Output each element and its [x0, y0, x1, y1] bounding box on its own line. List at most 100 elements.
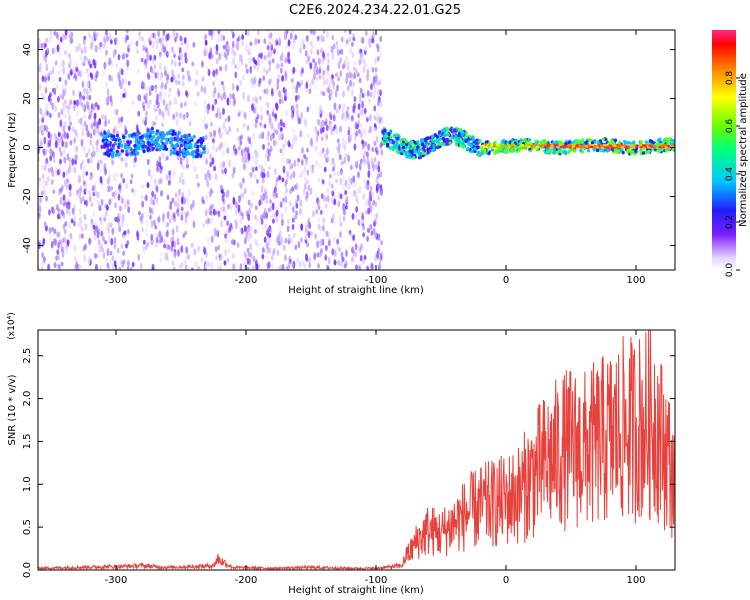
band-cell: [449, 127, 453, 132]
noise-cell: [113, 237, 117, 244]
band-core-cell: [618, 143, 622, 147]
noise-cell: [263, 123, 267, 129]
band-cell: [186, 139, 190, 143]
noise-cell: [228, 126, 232, 133]
noise-cell: [333, 198, 337, 206]
noise-cell: [262, 212, 266, 220]
noise-cell: [46, 176, 50, 183]
band-cell: [464, 135, 469, 139]
noise-cell: [161, 122, 165, 128]
noise-cell: [221, 149, 225, 157]
noise-cell: [302, 43, 306, 50]
noise-cell: [43, 256, 46, 263]
noise-cell: [297, 241, 301, 249]
noise-cell: [366, 152, 370, 160]
noise-cell: [317, 223, 321, 230]
noise-cell: [377, 265, 381, 270]
noise-cell: [297, 94, 301, 100]
band-cell: [196, 144, 200, 149]
noise-cell: [148, 99, 152, 105]
noise-cell: [48, 139, 52, 148]
noise-cell: [290, 237, 294, 244]
noise-cell: [168, 170, 172, 176]
band-core-cell: [581, 145, 585, 148]
band-cell: [128, 140, 133, 144]
noise-cell: [256, 66, 259, 73]
band-cell: [177, 131, 181, 135]
noise-cell: [273, 167, 277, 175]
noise-cell: [339, 193, 343, 200]
noise-cell: [332, 114, 336, 122]
noise-cell: [371, 165, 375, 173]
noise-cell: [126, 229, 130, 234]
noise-cell: [113, 37, 117, 46]
noise-cell: [256, 217, 259, 223]
noise-cell: [327, 267, 331, 270]
noise-cell: [71, 207, 75, 215]
noise-cell: [174, 192, 178, 198]
noise-cell: [83, 124, 86, 131]
band-core-cell: [543, 143, 548, 147]
noise-cell: [104, 239, 107, 245]
band-core-cell: [671, 144, 675, 147]
noise-cell: [359, 48, 363, 54]
noise-cell: [72, 67, 76, 73]
noise-cell: [212, 80, 216, 87]
band-cell: [448, 141, 452, 145]
noise-cell: [225, 41, 229, 47]
noise-cell: [330, 160, 333, 166]
noise-cell: [165, 174, 169, 181]
noise-cell: [141, 183, 144, 189]
noise-cell: [38, 125, 42, 134]
noise-cell: [141, 101, 145, 109]
noise-cell: [210, 53, 214, 59]
noise-cell: [294, 34, 298, 40]
noise-cell: [118, 184, 121, 190]
noise-cell: [155, 196, 159, 205]
noise-cell: [193, 165, 197, 172]
noise-cell: [217, 212, 221, 218]
noise-cell: [152, 199, 156, 206]
noise-cell: [180, 211, 184, 218]
noise-cell: [254, 151, 258, 159]
noise-cell: [102, 236, 105, 242]
noise-cell: [321, 149, 325, 155]
noise-cell: [325, 158, 329, 164]
noise-cell: [273, 128, 277, 134]
band-cell: [391, 140, 396, 144]
noise-cell: [247, 48, 251, 55]
band-cell: [410, 141, 414, 145]
y-tick-label: 2.0: [22, 391, 33, 407]
noise-cell: [144, 99, 148, 104]
noise-cell: [334, 89, 338, 98]
band-core-cell: [558, 143, 562, 147]
noise-cell: [249, 65, 253, 74]
noise-cell: [359, 254, 363, 262]
noise-cell: [243, 250, 247, 258]
noise-cell: [111, 227, 115, 235]
band-cell: [545, 147, 549, 152]
noise-cell: [310, 30, 314, 35]
noise-cell: [82, 165, 86, 173]
noise-cell: [335, 108, 339, 114]
noise-cell: [42, 237, 46, 245]
noise-cell: [103, 213, 106, 219]
noise-cell: [203, 34, 207, 41]
noise-cell: [328, 238, 331, 247]
noise-cell: [247, 266, 250, 270]
noise-cell: [96, 231, 100, 239]
noise-cell: [96, 162, 100, 171]
noise-cell: [279, 67, 283, 74]
noise-cell: [83, 120, 87, 127]
noise-cell: [324, 196, 328, 202]
noise-cell: [309, 41, 313, 46]
noise-cell: [335, 40, 339, 46]
noise-cell: [306, 169, 310, 176]
noise-cell: [40, 92, 44, 97]
noise-cell: [219, 162, 223, 169]
band-cell: [572, 149, 577, 153]
noise-cell: [363, 107, 367, 115]
band-cell: [626, 148, 630, 153]
noise-cell: [328, 121, 332, 129]
noise-cell: [327, 58, 330, 64]
